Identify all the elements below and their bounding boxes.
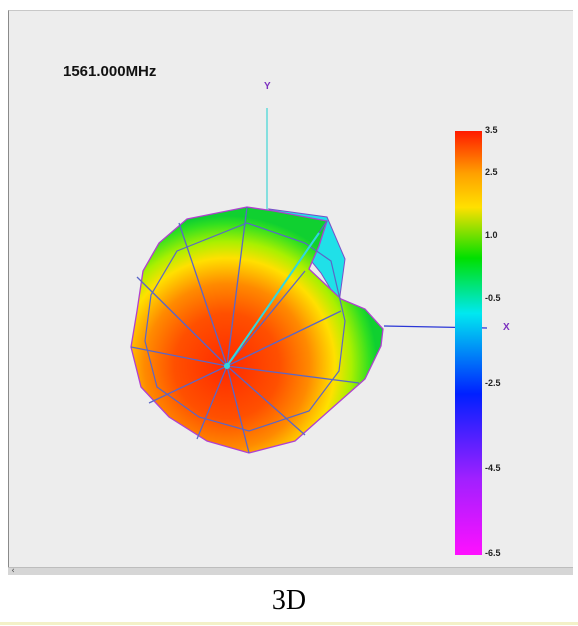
figure-caption: 3D	[271, 585, 307, 616]
chevron-left-icon[interactable]: ‹	[11, 566, 15, 576]
pattern-cyan-meridian	[226, 232, 320, 367]
radiation-pattern-canvas[interactable]	[9, 11, 574, 568]
colorbar	[455, 131, 482, 555]
frequency-label: 1561.000MHz	[63, 63, 157, 80]
colorbar-tick: -4.5	[485, 463, 501, 473]
colorbar-tick: 2.5	[485, 167, 498, 177]
colorbar-tick: -6.5	[485, 548, 501, 558]
y-axis-label: Y	[264, 81, 271, 92]
x-axis-label: X	[503, 322, 510, 333]
pattern-parallel	[144, 222, 346, 432]
pattern-pole	[224, 363, 230, 369]
colorbar-tick: 3.5	[485, 125, 498, 135]
pattern-meridians	[130, 206, 360, 454]
colorbar-tick: -0.5	[485, 293, 501, 303]
horizontal-scrollbar[interactable]: ‹	[8, 566, 573, 576]
pattern-3d-viewport[interactable]: 1561.000MHz	[8, 10, 573, 567]
colorbar-tick: -2.5	[485, 378, 501, 388]
bottom-divider	[0, 622, 578, 625]
colorbar-tick: 1.0	[485, 230, 498, 240]
